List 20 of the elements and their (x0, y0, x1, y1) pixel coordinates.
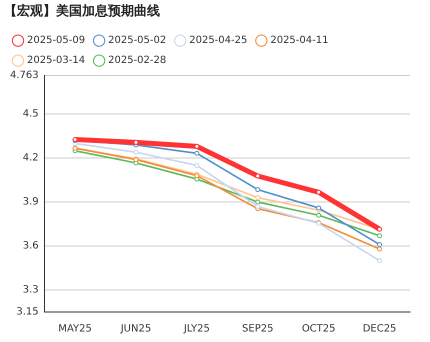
legend-label: 2025-03-14 (27, 55, 86, 66)
legend-label: 2025-05-02 (108, 35, 166, 46)
y-tick-label: 3.6 (22, 240, 39, 252)
legend-label: 2025-04-25 (189, 35, 248, 46)
x-tick-label: JUN25 (120, 324, 152, 335)
y-tick-label: 3.3 (22, 284, 39, 296)
x-tick-label: MAY25 (58, 324, 92, 335)
y-tick-label: 3.15 (16, 306, 39, 318)
x-tick-label: SEP25 (242, 324, 274, 335)
x-tick-label: DEC25 (362, 324, 396, 335)
y-tick-label: 3.9 (22, 196, 39, 208)
y-tick-label: 4.2 (22, 152, 39, 164)
y-tick-label: 4.5 (22, 108, 39, 120)
x-tick-label: OCT25 (302, 324, 336, 335)
y-tick-label: 4.763 (10, 70, 39, 82)
x-tick-label: JLY25 (182, 324, 210, 335)
legend-label: 2025-05-09 (27, 35, 86, 46)
legend-label: 2025-04-11 (270, 35, 328, 46)
chart-title: 【宏观】美国加息预期曲线 (4, 3, 160, 20)
legend-label: 2025-02-28 (108, 55, 166, 66)
